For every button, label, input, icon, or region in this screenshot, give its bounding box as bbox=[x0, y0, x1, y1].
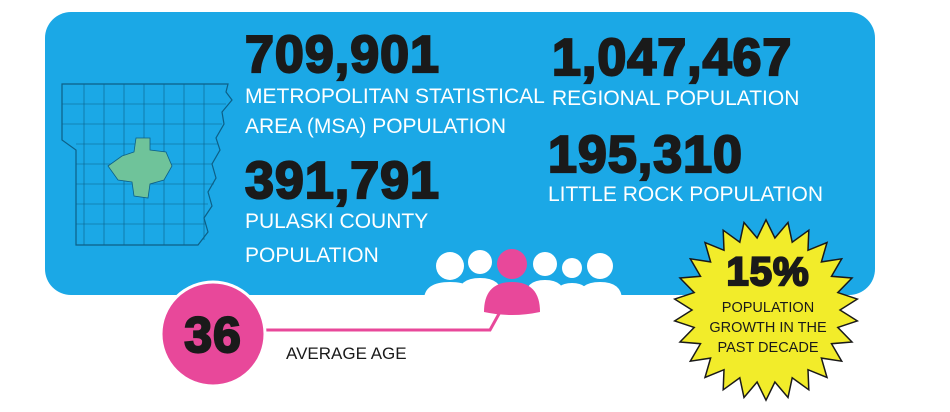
age-value: 36 bbox=[184, 307, 242, 363]
stat-value: 195,310 bbox=[548, 126, 743, 184]
starburst bbox=[672, 218, 860, 402]
state-map bbox=[61, 83, 233, 246]
age-label: AVERAGE AGE bbox=[286, 344, 407, 363]
growth-label: PAST DECADE bbox=[718, 340, 819, 356]
highlight-person-head bbox=[497, 249, 527, 279]
panel bbox=[45, 12, 875, 295]
stat-label: AREA (MSA) POPULATION bbox=[245, 115, 506, 138]
growth-value: 15% bbox=[726, 250, 809, 294]
stat-value: 1,047,467 bbox=[552, 29, 792, 87]
stat-value: 709,901 bbox=[245, 26, 440, 84]
person-body bbox=[578, 282, 622, 300]
person-head bbox=[468, 250, 492, 274]
person-head bbox=[436, 252, 464, 280]
people-icons bbox=[424, 250, 622, 300]
growth-label: POPULATION bbox=[722, 300, 814, 316]
stat-label: METROPOLITAN STATISTICAL bbox=[245, 85, 545, 108]
person-head bbox=[587, 253, 613, 279]
age-badge bbox=[159, 280, 267, 388]
stat-label: POPULATION bbox=[245, 244, 379, 267]
stat-label: LITTLE ROCK POPULATION bbox=[548, 183, 823, 206]
connector-line bbox=[262, 311, 502, 332]
highlight-person-body bbox=[484, 282, 540, 315]
stat-label: REGIONAL POPULATION bbox=[552, 87, 799, 110]
msa-region bbox=[107, 137, 173, 199]
person-head bbox=[562, 258, 582, 278]
growth-label: GROWTH IN THE bbox=[709, 320, 827, 336]
person-head bbox=[533, 252, 557, 276]
stat-value: 391,791 bbox=[245, 152, 440, 210]
stat-label: PULASKI COUNTY bbox=[245, 210, 428, 233]
